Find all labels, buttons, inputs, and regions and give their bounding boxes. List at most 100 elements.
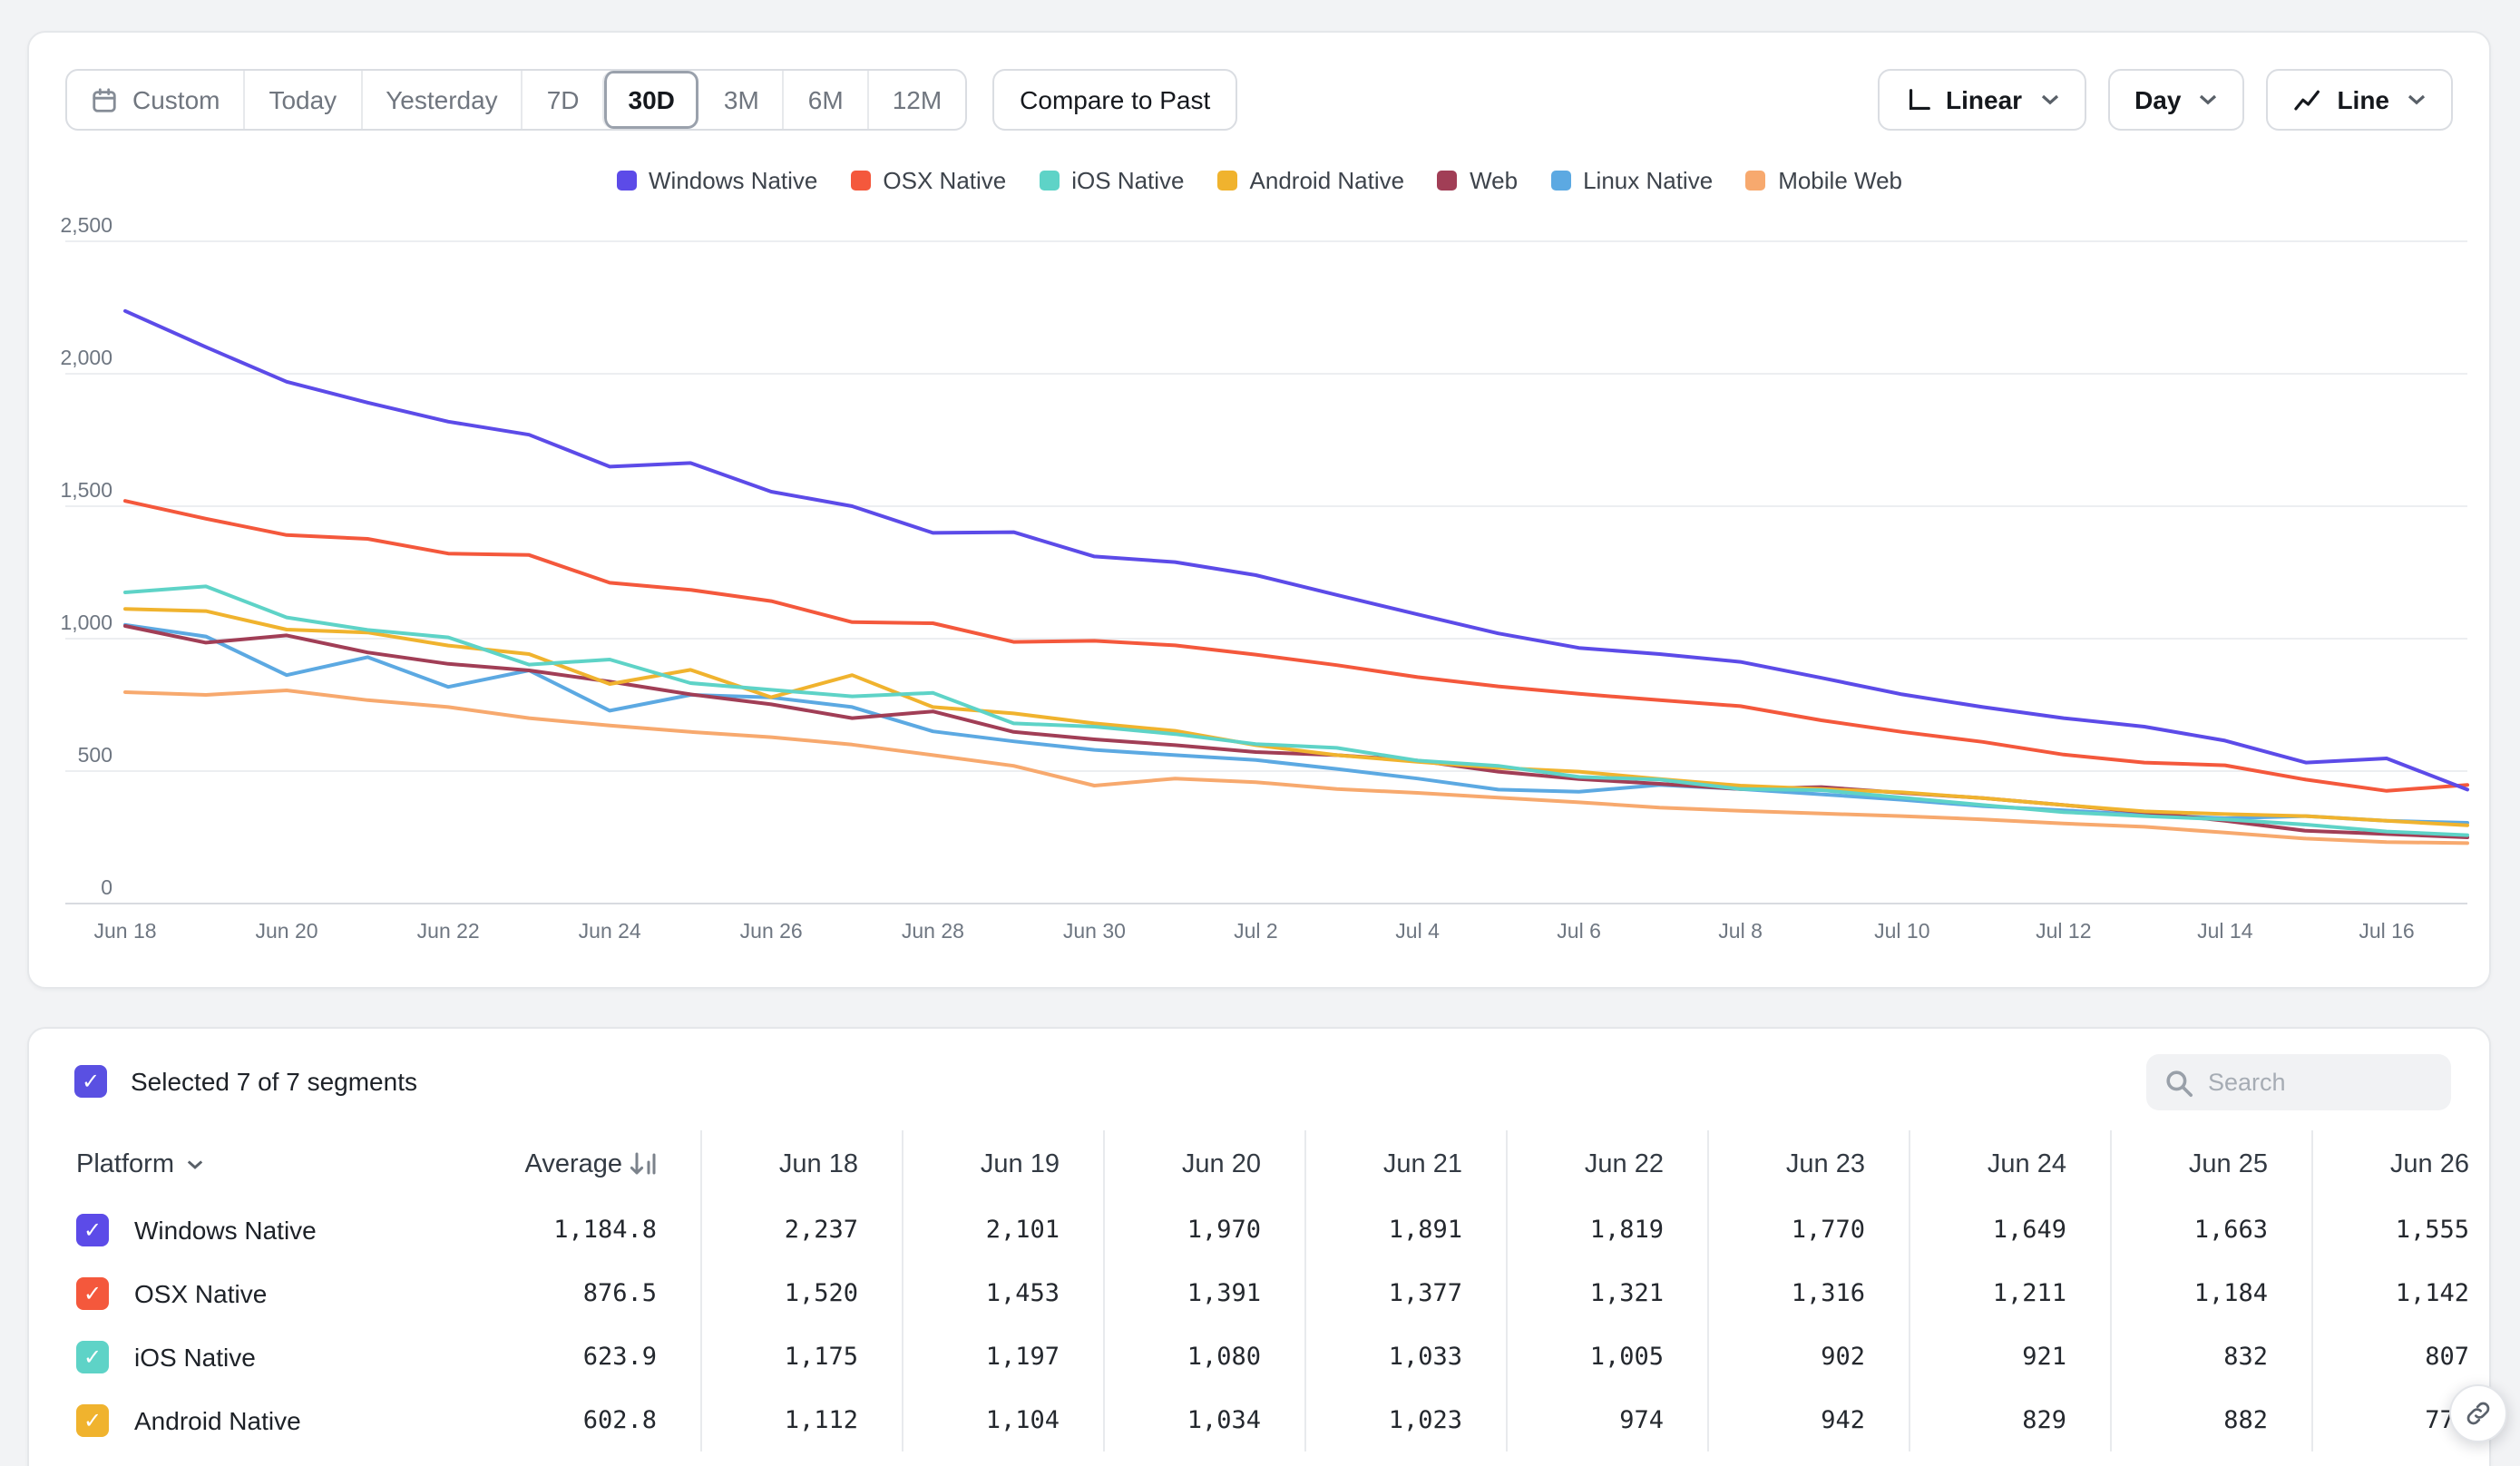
svg-text:Jun 28: Jun 28 xyxy=(902,919,964,943)
range-12m[interactable]: 12M xyxy=(866,71,965,129)
platform-label: OSX Native xyxy=(134,1278,268,1307)
svg-text:2,000: 2,000 xyxy=(60,346,112,369)
platform-label: Android Native xyxy=(134,1405,301,1434)
value-cell: 1,104 xyxy=(902,1388,1103,1451)
chart-type-select[interactable]: Line xyxy=(2266,69,2453,131)
range-label: Yesterday xyxy=(386,85,498,114)
scale-select[interactable]: Linear xyxy=(1877,69,2086,131)
row-checkbox[interactable]: ✓ xyxy=(76,1340,109,1373)
value-cell: 1,197 xyxy=(902,1324,1103,1388)
chart-options: Linear Day Line xyxy=(1877,69,2453,131)
value-cell: 1,142 xyxy=(2311,1261,2489,1324)
column-date[interactable]: Jun 24 xyxy=(1909,1130,2110,1197)
interval-select[interactable]: Day xyxy=(2107,69,2245,131)
svg-text:0: 0 xyxy=(101,875,112,899)
share-link-button[interactable] xyxy=(2449,1384,2507,1442)
legend-item[interactable]: OSX Native xyxy=(850,167,1006,194)
range-yesterday[interactable]: Yesterday xyxy=(360,71,522,129)
column-date[interactable]: Jun 21 xyxy=(1304,1130,1506,1197)
column-average[interactable]: Average xyxy=(483,1130,700,1197)
value-cell: 1,321 xyxy=(1506,1261,1707,1324)
segments-table: Platform Average Jun 18 Jun 19 Jun 20 Jun 21 J… xyxy=(29,1130,2489,1451)
column-date[interactable]: Jun 22 xyxy=(1506,1130,1707,1197)
platform-cell: ✓ iOS Native xyxy=(29,1324,483,1388)
legend-swatch xyxy=(1039,171,1060,191)
legend-swatch xyxy=(1216,171,1237,191)
select-all-checkbox[interactable]: ✓ xyxy=(74,1065,107,1098)
platform-cell: ✓ Android Native xyxy=(29,1388,483,1451)
row-checkbox[interactable]: ✓ xyxy=(76,1403,109,1436)
column-date[interactable]: Jun 18 xyxy=(700,1130,902,1197)
interval-label: Day xyxy=(2134,85,2182,114)
value-cell: 2,237 xyxy=(700,1197,902,1261)
range-label: Custom xyxy=(132,85,220,114)
range-30d[interactable]: 30D xyxy=(602,71,698,129)
legend-swatch xyxy=(1745,171,1766,191)
line-chart: 0 500 1,000 1,500 2,000 2,500 Jun 18 Jun 20 Jun … xyxy=(60,213,2469,943)
compare-to-past-button[interactable]: Compare to Past xyxy=(992,69,1238,131)
legend-swatch xyxy=(850,171,871,191)
svg-text:1,500: 1,500 xyxy=(60,478,112,502)
scale-label: Linear xyxy=(1946,85,2023,114)
value-cell: 1,649 xyxy=(1909,1197,2110,1261)
value-cell: 1,970 xyxy=(1103,1197,1304,1261)
value-cell: 1,175 xyxy=(700,1324,902,1388)
value-cell: 2,101 xyxy=(902,1197,1103,1261)
svg-text:Jun 26: Jun 26 xyxy=(740,919,803,943)
value-cell: 829 xyxy=(1909,1388,2110,1451)
legend-item[interactable]: Mobile Web xyxy=(1745,167,1902,194)
search-box xyxy=(2146,1054,2451,1110)
svg-text:500: 500 xyxy=(78,743,112,767)
value-cell: 1,005 xyxy=(1506,1324,1707,1388)
table-row: ✓ iOS Native 623.9 1,175 1,197 1,080 1,033 1,00… xyxy=(29,1324,2489,1388)
svg-text:Jul 16: Jul 16 xyxy=(2359,919,2414,943)
range-3m[interactable]: 3M xyxy=(698,71,783,129)
range-today[interactable]: Today xyxy=(243,71,360,129)
column-date[interactable]: Jun 26 xyxy=(2311,1130,2489,1197)
value-cell: 902 xyxy=(1707,1324,1909,1388)
table-row: ✓ Windows Native 1,184.8 2,237 2,101 1,970 1,8… xyxy=(29,1197,2489,1261)
value-cell: 1,033 xyxy=(1304,1324,1506,1388)
range-7d[interactable]: 7D xyxy=(521,71,603,129)
average-cell: 602.8 xyxy=(582,1405,657,1434)
chevron-down-icon xyxy=(187,1158,203,1169)
chart-card: Custom Today Yesterday 7D 30D 3M 6M 12M Compare… xyxy=(27,31,2491,989)
value-cell: 1,023 xyxy=(1304,1388,1506,1451)
value-cell: 1,034 xyxy=(1103,1388,1304,1451)
value-cell: 1,112 xyxy=(700,1388,902,1451)
value-cell: 807 xyxy=(2311,1324,2489,1388)
legend-item[interactable]: Web xyxy=(1437,167,1518,194)
svg-text:Jul 4: Jul 4 xyxy=(1395,919,1440,943)
value-cell: 1,211 xyxy=(1909,1261,2110,1324)
range-custom[interactable]: Custom xyxy=(67,71,243,129)
row-checkbox[interactable]: ✓ xyxy=(76,1276,109,1309)
legend-label: iOS Native xyxy=(1071,167,1185,194)
platform-label: iOS Native xyxy=(134,1342,256,1371)
column-date[interactable]: Jun 19 xyxy=(902,1130,1103,1197)
axis-icon xyxy=(1904,86,1931,113)
column-date[interactable]: Jun 23 xyxy=(1707,1130,1909,1197)
range-6m[interactable]: 6M xyxy=(782,71,867,129)
platform-label: Windows Native xyxy=(134,1215,317,1244)
platform-cell: ✓ Windows Native xyxy=(29,1197,483,1261)
legend-item[interactable]: iOS Native xyxy=(1039,167,1185,194)
column-date[interactable]: Jun 20 xyxy=(1103,1130,1304,1197)
link-icon xyxy=(2464,1399,2493,1428)
legend-item[interactable]: Android Native xyxy=(1216,167,1404,194)
segments-header: ✓ Selected 7 of 7 segments xyxy=(29,1029,2489,1110)
legend-item[interactable]: Linux Native xyxy=(1550,167,1713,194)
column-date[interactable]: Jun 25 xyxy=(2110,1130,2311,1197)
chart-legend: Windows Native OSX Native iOS Native Androi… xyxy=(29,167,2489,194)
range-label: 6M xyxy=(807,85,844,114)
value-cell: 1,891 xyxy=(1304,1197,1506,1261)
legend-item[interactable]: Windows Native xyxy=(616,167,817,194)
column-platform[interactable]: Platform xyxy=(29,1130,483,1197)
svg-text:Jul 8: Jul 8 xyxy=(1718,919,1763,943)
value-cell: 1,184 xyxy=(2110,1261,2311,1324)
svg-text:Jun 24: Jun 24 xyxy=(579,919,641,943)
average-cell: 876.5 xyxy=(582,1278,657,1307)
search-input[interactable] xyxy=(2208,1069,2433,1096)
row-checkbox[interactable]: ✓ xyxy=(76,1213,109,1246)
svg-text:Jun 20: Jun 20 xyxy=(255,919,317,943)
